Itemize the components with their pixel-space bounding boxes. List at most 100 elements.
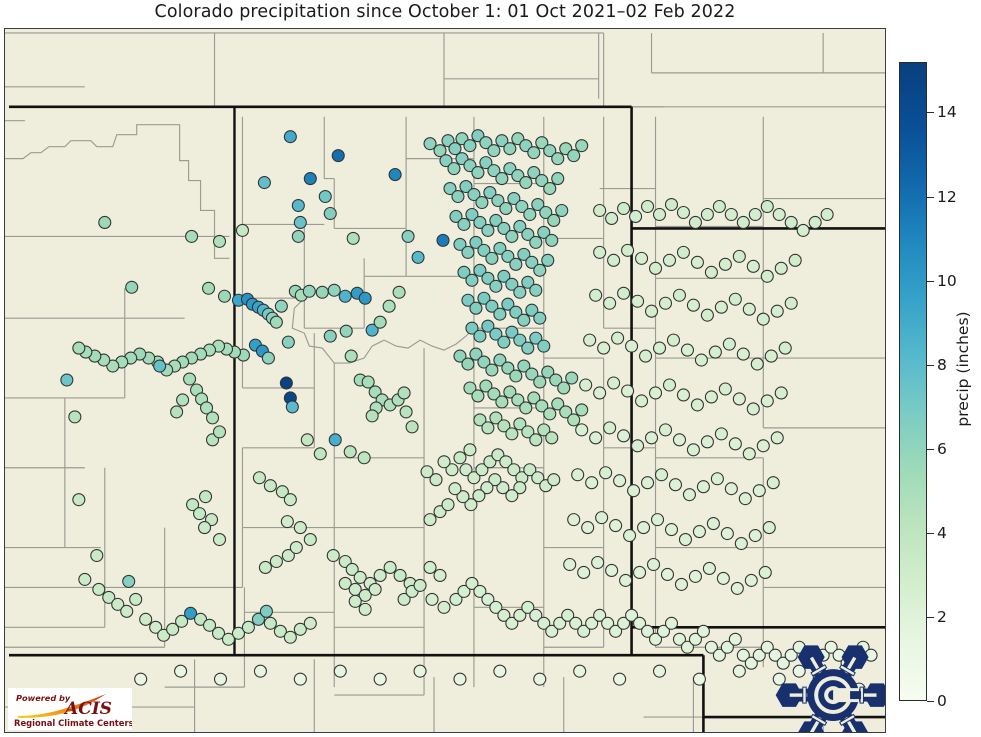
station-marker (577, 624, 591, 638)
station-marker (597, 341, 611, 355)
station-marker (537, 423, 551, 437)
station-marker (625, 608, 639, 622)
colorbar-tick-label: 4 (937, 523, 947, 542)
station-marker (481, 592, 495, 606)
station-marker (700, 207, 714, 222)
station-marker (473, 584, 487, 598)
station-marker (760, 640, 774, 654)
station-marker (90, 548, 104, 563)
station-marker (676, 205, 690, 220)
station-marker (756, 312, 770, 326)
station-marker (467, 187, 481, 202)
station-marker (283, 493, 297, 507)
colorbar-tick (927, 196, 934, 198)
colorbar-tick-label: 10 (937, 271, 957, 290)
station-marker (212, 533, 227, 547)
station-marker (641, 476, 655, 490)
station-marker (489, 213, 503, 227)
acis-logo-art: Powered by ACIS Regional Climate Centers (8, 688, 132, 730)
station-marker (710, 472, 724, 486)
station-marker (263, 479, 277, 493)
station-marker (577, 565, 591, 579)
station-marker (453, 451, 467, 465)
station-marker (593, 608, 607, 622)
station-marker (603, 296, 617, 310)
station-marker (748, 207, 762, 222)
station-marker (625, 339, 639, 353)
station-marker (365, 409, 379, 423)
station-marker (303, 616, 317, 630)
station-marker (459, 180, 473, 194)
station-marker (211, 626, 226, 640)
station-marker (581, 521, 595, 535)
station-marker (619, 573, 633, 587)
station-marker (252, 471, 266, 485)
station-marker (738, 492, 752, 506)
station-marker (617, 616, 631, 630)
station-marker (203, 618, 217, 632)
station-marker (479, 136, 493, 150)
station-marker (72, 493, 86, 507)
station-marker (505, 325, 519, 339)
station-marker (445, 463, 459, 477)
colorbar-tick (927, 616, 934, 618)
station-marker (784, 296, 798, 310)
station-marker (291, 229, 305, 243)
station-marker (692, 672, 706, 686)
station-marker (531, 471, 545, 485)
station-marker (680, 640, 694, 654)
station-marker (541, 253, 555, 267)
station-marker (732, 664, 746, 678)
station-marker (557, 381, 571, 395)
station-marker (487, 387, 501, 401)
station-marker (680, 343, 694, 357)
station-marker (280, 515, 294, 529)
station-marker (481, 271, 495, 285)
station-marker (497, 269, 511, 283)
colorbar-tick (927, 280, 934, 282)
acis-wordmark: ACIS (63, 699, 112, 719)
station-marker (176, 393, 190, 407)
station-marker (529, 283, 543, 297)
station-marker (392, 285, 406, 299)
station-marker (641, 624, 655, 638)
station-marker (411, 250, 425, 264)
station-marker (293, 521, 307, 535)
station-marker (664, 197, 679, 212)
station-marker (503, 385, 517, 399)
station-marker (527, 166, 541, 180)
station-marker (485, 299, 499, 313)
station-marker (269, 554, 283, 569)
station-marker (666, 333, 681, 347)
station-marker (497, 335, 511, 349)
station-marker (275, 485, 289, 499)
station-marker (551, 397, 565, 411)
station-marker (326, 548, 340, 563)
station-marker (513, 417, 527, 431)
station-marker (742, 447, 756, 461)
station-marker (477, 355, 491, 369)
station-marker (344, 349, 358, 363)
station-marker (357, 451, 371, 465)
station-marker (617, 429, 631, 443)
station-marker (692, 525, 706, 539)
station-marker (672, 433, 687, 447)
station-marker (501, 297, 515, 311)
station-marker (553, 616, 567, 630)
station-marker (519, 176, 533, 190)
station-marker (125, 280, 139, 294)
colorbar[interactable]: 0 2 4 6 8 10 12 14 (899, 62, 957, 710)
map-panel (4, 28, 886, 733)
station-marker (654, 468, 669, 482)
station-marker (639, 349, 653, 363)
station-marker (472, 489, 486, 503)
station-marker (545, 233, 559, 247)
station-marker (323, 329, 337, 343)
station-marker (752, 648, 766, 662)
station-marker (393, 568, 407, 582)
station-marker (712, 199, 726, 214)
station-marker (397, 386, 411, 400)
station-marker (511, 393, 525, 407)
station-marker (467, 471, 481, 485)
station-marker (605, 563, 619, 577)
